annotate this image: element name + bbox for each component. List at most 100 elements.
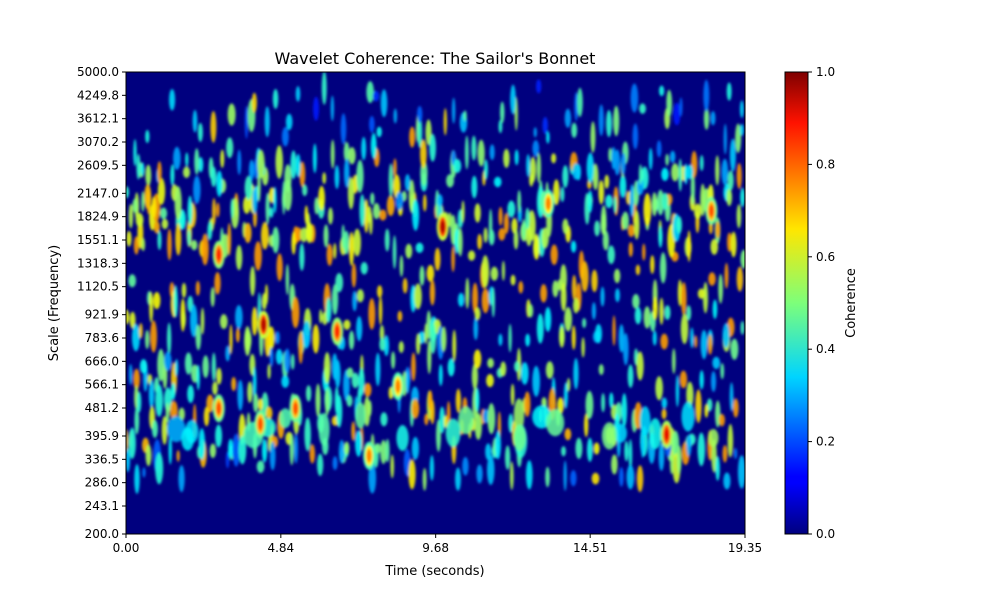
- coherence-cell: [447, 358, 455, 377]
- coherence-hotspot: [708, 204, 714, 218]
- coherence-cell: [510, 383, 515, 406]
- coherence-cell: [634, 307, 642, 325]
- coherence-cell: [541, 227, 549, 249]
- coherence-cell: [477, 139, 485, 167]
- coherence-cell: [693, 203, 702, 220]
- coherence-cell: [416, 105, 423, 123]
- coherence-cell: [574, 92, 579, 122]
- coherence-cell: [483, 159, 488, 180]
- coherence-cell: [643, 306, 651, 329]
- coherence-cell: [619, 174, 627, 198]
- coherence-cell: [669, 454, 674, 475]
- coherence-cell: [379, 325, 385, 342]
- coherence-cell: [500, 361, 507, 377]
- coherence-cell: [659, 85, 665, 97]
- coherence-cell: [159, 207, 168, 220]
- coherence-cell: [145, 164, 152, 187]
- coherence-cell: [198, 157, 204, 173]
- coherence-cell: [325, 297, 332, 323]
- coherence-cell: [284, 164, 292, 193]
- coherence-cell: [327, 207, 334, 225]
- coherence-cell: [272, 226, 280, 254]
- coherence-hotspot: [257, 417, 263, 431]
- coherence-cell: [595, 323, 603, 344]
- coherence-cell: [136, 391, 142, 413]
- coherence-cell: [157, 230, 162, 251]
- coherence-cell: [168, 435, 172, 465]
- coherence-cell: [514, 149, 519, 166]
- coherence-cell: [367, 206, 372, 224]
- coherence-cell: [378, 296, 383, 326]
- coherence-cell: [210, 287, 215, 307]
- coherence-cell: [290, 150, 297, 180]
- x-tick-label: 0.00: [113, 541, 140, 555]
- coherence-cell: [699, 370, 704, 390]
- coherence-cell: [525, 333, 531, 347]
- coherence-cell: [622, 333, 629, 366]
- coherence-cell: [376, 285, 383, 298]
- coherence-cell: [173, 146, 181, 170]
- coherence-cell: [566, 378, 571, 392]
- coherence-cell: [635, 264, 641, 276]
- coherence-cell: [126, 448, 131, 473]
- coherence-cell: [402, 277, 408, 294]
- coherence-cell: [148, 379, 155, 409]
- coherence-cell: [525, 460, 533, 490]
- coherence-cell: [650, 255, 655, 274]
- coherence-cell: [518, 281, 524, 294]
- coherence-cell: [513, 228, 519, 250]
- coherence-cell: [451, 97, 456, 124]
- coherence-cell: [487, 358, 494, 369]
- coherence-cell: [356, 289, 364, 303]
- coherence-cell: [128, 427, 136, 459]
- coherence-cell: [671, 163, 679, 182]
- coherence-cell: [244, 326, 251, 357]
- coherence-cell: [614, 423, 627, 443]
- coherence-cell: [498, 206, 503, 226]
- coherence-cell: [343, 142, 350, 162]
- coherence-cell: [712, 299, 718, 319]
- coherence-cell: [712, 356, 721, 370]
- coherence-cell: [426, 310, 432, 340]
- coherence-cell: [619, 467, 624, 487]
- coherence-cell: [718, 273, 723, 304]
- coherence-cell: [740, 187, 745, 208]
- coherence-cell: [374, 443, 381, 454]
- y-tick-label: 3070.2: [77, 135, 119, 149]
- coherence-cell: [141, 191, 145, 212]
- coherence-cell: [139, 359, 148, 374]
- coherence-cell: [351, 421, 356, 441]
- coherence-cell: [665, 153, 669, 166]
- coherence-cell: [187, 385, 195, 403]
- colorbar-label: Coherence: [844, 268, 859, 338]
- coherence-cell: [376, 126, 382, 138]
- coherence-cell: [487, 403, 496, 435]
- coherence-cell: [564, 108, 572, 128]
- coherence-cell: [169, 89, 176, 111]
- coherence-hotspot: [216, 401, 222, 415]
- coherence-cell: [361, 136, 367, 161]
- coherence-cell: [164, 387, 172, 413]
- coherence-cell: [145, 129, 150, 144]
- coherence-cell: [521, 219, 526, 241]
- coherence-cell: [174, 358, 179, 377]
- coherence-cell: [710, 371, 717, 392]
- coherence-cell: [231, 376, 237, 392]
- coherence-cell: [585, 390, 594, 420]
- coherence-cell: [436, 419, 442, 452]
- coherence-cell: [736, 204, 742, 229]
- coherence-cell: [405, 243, 413, 259]
- coherence-cell: [318, 185, 325, 211]
- colorbar-tick-label: 0.6: [816, 250, 835, 264]
- coherence-cell: [601, 422, 617, 450]
- coherence-cell: [291, 231, 296, 255]
- coherence-cell: [140, 162, 145, 176]
- coherence-cell: [498, 333, 503, 346]
- coherence-cell: [178, 465, 185, 493]
- coherence-cell: [157, 161, 162, 184]
- coherence-cell: [604, 174, 610, 189]
- coherence-cell: [573, 358, 579, 390]
- coherence-cell: [366, 81, 374, 104]
- coherence-cell: [729, 138, 736, 172]
- y-axis: 200.0 243.1 286.0 336.5 395.9 481.2 566.1 666.0…: [77, 65, 126, 541]
